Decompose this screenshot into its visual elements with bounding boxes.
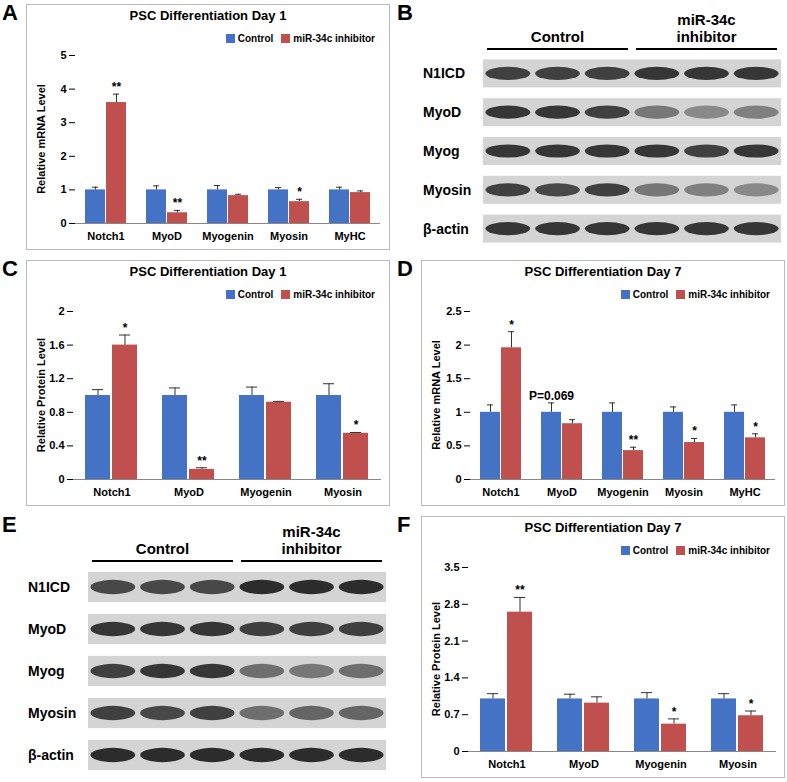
html-text:Control: Control <box>237 289 274 300</box>
html-text:Control: Control <box>237 33 274 44</box>
svg-text:miR-34cinhibitor: miR-34cinhibitor <box>282 523 342 557</box>
svg-text:Notch1: Notch1 <box>87 230 124 242</box>
svg-text:Myosin: Myosin <box>719 758 757 770</box>
svg-text:0.8: 0.8 <box>49 406 64 418</box>
html-text:Relative Protein Level: Relative Protein Level <box>430 601 443 717</box>
svg-text:*: * <box>297 185 302 199</box>
svg-text:MyoD: MyoD <box>423 104 461 120</box>
svg-text:0.4: 0.4 <box>49 439 65 451</box>
svg-text:Myogenin: Myogenin <box>635 758 687 770</box>
svg-text:5: 5 <box>60 49 66 61</box>
svg-text:P=0.069: P=0.069 <box>529 389 574 403</box>
html-text:miR-34c inhibitor: miR-34c inhibitor <box>688 545 770 556</box>
svg-text:Notch1: Notch1 <box>93 486 130 498</box>
svg-text:Control: Control <box>136 540 189 557</box>
html-text:PSC Differentiation Day 7: PSC Differentiation Day 7 <box>524 264 682 279</box>
svg-text:0: 0 <box>60 217 66 229</box>
html-text:Control: Control <box>632 289 669 300</box>
svg-text:2.1: 2.1 <box>444 635 459 647</box>
svg-text:*: * <box>753 420 758 434</box>
svg-text:β-actin: β-actin <box>423 221 469 237</box>
svg-text:0: 0 <box>453 745 459 757</box>
svg-text:Myog: Myog <box>423 143 460 159</box>
svg-text:MyoD: MyoD <box>547 486 577 498</box>
svg-text:Notch1: Notch1 <box>482 486 519 498</box>
html-text:Relative Protein Level: Relative Protein Level <box>35 337 48 453</box>
svg-text:Notch1: Notch1 <box>488 758 525 770</box>
html-text:D: D <box>397 256 413 281</box>
svg-text:1.5: 1.5 <box>446 372 461 384</box>
svg-text:2.8: 2.8 <box>444 598 459 610</box>
html-text:A: A <box>2 0 18 25</box>
svg-text:*: * <box>123 321 128 335</box>
svg-text:1: 1 <box>455 406 461 418</box>
svg-text:**: ** <box>515 583 525 597</box>
svg-text:**: ** <box>197 454 207 468</box>
svg-text:MyoD: MyoD <box>152 230 182 242</box>
svg-text:Myog: Myog <box>28 663 65 679</box>
svg-text:3.5: 3.5 <box>444 561 459 573</box>
svg-text:Myosin: Myosin <box>270 230 308 242</box>
svg-text:**: ** <box>173 196 183 210</box>
svg-text:Control: Control <box>531 28 584 45</box>
html-text:PSC Differentiation Day 7: PSC Differentiation Day 7 <box>524 520 682 535</box>
svg-text:1: 1 <box>60 183 66 195</box>
svg-text:Myogenin: Myogenin <box>202 230 254 242</box>
html-text:B: B <box>397 0 413 25</box>
svg-text:MyoD: MyoD <box>174 486 204 498</box>
svg-text:*: * <box>672 705 677 719</box>
svg-text:Myosin: Myosin <box>324 486 362 498</box>
svg-text:0.7: 0.7 <box>444 708 459 720</box>
html-text:Control: Control <box>632 545 669 556</box>
svg-text:Myogenin: Myogenin <box>597 486 649 498</box>
html-text:C: C <box>2 256 18 281</box>
html-text:Relative mRNA Level: Relative mRNA Level <box>34 84 47 194</box>
svg-text:MyoD: MyoD <box>569 758 599 770</box>
svg-text:1.4: 1.4 <box>444 671 460 683</box>
svg-text:*: * <box>509 318 514 332</box>
svg-text:MyoD: MyoD <box>28 621 66 637</box>
svg-text:Myosin: Myosin <box>665 486 703 498</box>
svg-text:4: 4 <box>60 83 67 95</box>
svg-text:MyHC: MyHC <box>334 230 365 242</box>
html-text:miR-34c inhibitor: miR-34c inhibitor <box>293 33 375 44</box>
svg-text:3: 3 <box>60 116 66 128</box>
html-text:miR-34c inhibitor: miR-34c inhibitor <box>293 289 375 300</box>
svg-text:1.2: 1.2 <box>49 372 64 384</box>
svg-text:2: 2 <box>60 150 66 162</box>
svg-text:*: * <box>354 418 359 432</box>
svg-text:2: 2 <box>455 339 461 351</box>
svg-text:**: ** <box>629 433 639 447</box>
svg-text:2.5: 2.5 <box>446 305 461 317</box>
html-text:F: F <box>397 512 411 537</box>
svg-text:*: * <box>749 697 754 711</box>
svg-text:**: ** <box>112 80 122 94</box>
html-text:miR-34c inhibitor: miR-34c inhibitor <box>688 289 770 300</box>
svg-text:N1ICD: N1ICD <box>28 579 70 595</box>
svg-text:2: 2 <box>58 305 64 317</box>
svg-text:N1ICD: N1ICD <box>423 65 465 81</box>
svg-text:Myosin: Myosin <box>423 182 471 198</box>
svg-text:0: 0 <box>58 473 64 485</box>
svg-text:*: * <box>692 424 697 438</box>
svg-text:MyHC: MyHC <box>729 486 760 498</box>
html-text:E: E <box>2 512 17 537</box>
svg-text:miR-34cinhibitor: miR-34cinhibitor <box>677 11 737 45</box>
html-text:PSC Differentiation Day 1: PSC Differentiation Day 1 <box>129 8 287 23</box>
svg-text:0.5: 0.5 <box>446 439 461 451</box>
svg-text:Myosin: Myosin <box>28 705 76 721</box>
html-text:Relative mRNA Level: Relative mRNA Level <box>429 340 442 450</box>
svg-text:β-actin: β-actin <box>28 747 74 763</box>
svg-text:0: 0 <box>455 473 461 485</box>
svg-text:1.6: 1.6 <box>49 339 64 351</box>
html-text:PSC Differentiation Day 1: PSC Differentiation Day 1 <box>129 264 287 279</box>
svg-text:Myogenin: Myogenin <box>240 486 292 498</box>
